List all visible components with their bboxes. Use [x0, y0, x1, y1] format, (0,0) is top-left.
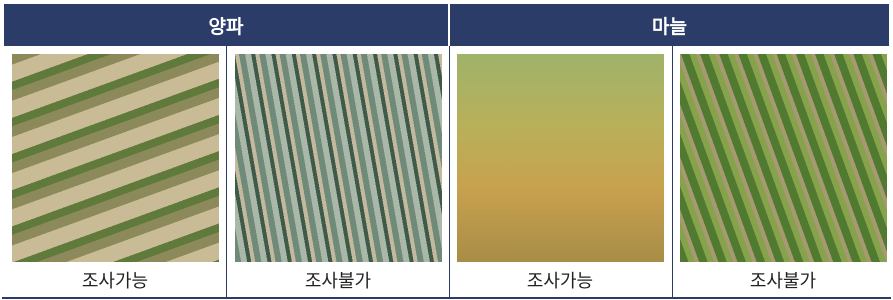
divider: [226, 46, 227, 298]
caption: 조사가능: [4, 264, 226, 296]
photo-onion-possible: [12, 54, 219, 262]
bottom-rule: [2, 297, 891, 299]
photo-garlic-impossible: [680, 54, 887, 262]
photo-garlic-possible: [457, 54, 664, 262]
photo-onion-impossible: [235, 54, 442, 262]
group-header: 양파: [4, 4, 448, 46]
divider: [449, 46, 450, 298]
divider: [672, 46, 673, 298]
group-header: 마늘: [450, 4, 889, 46]
page: 양파 마늘 조사가능 조사불가 조사가능 조사불가: [0, 0, 893, 300]
caption: 조사불가: [227, 264, 449, 296]
caption: 조사불가: [672, 264, 893, 296]
caption: 조사가능: [449, 264, 671, 296]
